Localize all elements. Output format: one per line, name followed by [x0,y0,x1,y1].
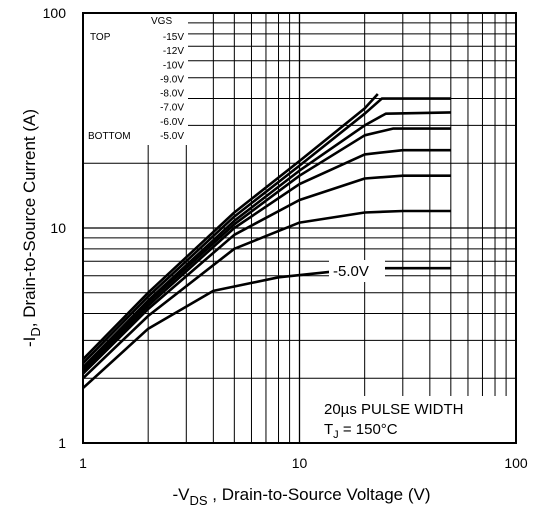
x-axis-title: -VDS , Drain-to-Source Voltage (V) [172,485,430,508]
temp-subscript: J [333,429,339,441]
temp-symbol: T [324,421,333,438]
legend: VGS TOP BOTTOM -15V -12V -10V -9.0V -8.0V -7.… [84,14,188,145]
plot-border [82,12,517,444]
conditions-box: 20µs PULSE WIDTH TJ = 150°C [319,396,515,442]
series-line [82,93,379,361]
legend-entry: -9.0V [160,74,184,85]
legend-entry: -12V [163,46,184,57]
x-title-sub: DS [189,493,207,508]
y-title-rest: , Drain-to-Source Current (A) [20,109,39,327]
legend-header: VGS [151,16,172,27]
y-title-main: -I [20,337,39,347]
curve-label-background [329,260,385,282]
conditions-pulse-width: 20µs PULSE WIDTH [324,401,464,418]
series-line [82,111,451,369]
series-layer [82,93,451,390]
legend-box [84,14,188,145]
y-tick-label: 10 [50,220,66,236]
curve-label-group: -5.0V [329,260,385,282]
curve-label: -5.0V [333,263,369,280]
conditions-temperature: TJ = 150°C [324,421,398,441]
series-line [82,209,451,380]
conditions-background [319,396,515,442]
tick-labels: 1 10 100 1 10 100 [43,5,528,471]
series-line [82,148,451,373]
legend-bottom-label: BOTTOM [88,131,131,142]
grid [83,13,516,443]
y-title-sub: D [28,327,43,336]
series-line [82,97,451,365]
legend-top-label: TOP [90,32,111,43]
y-tick-label: 1 [58,435,66,451]
y-tick-label: 100 [43,5,67,21]
series-line [82,127,451,371]
x-tick-label: 10 [292,455,308,471]
legend-entry: -8.0V [160,89,184,100]
x-title-rest: , Drain-to-Source Voltage (V) [208,485,431,504]
y-axis-title: -ID, Drain-to-Source Current (A) [20,109,43,347]
series-line [82,266,451,390]
x-title-main: -V [172,485,190,504]
legend-entry: -7.0V [160,103,184,114]
temp-value: = 150°C [339,421,398,438]
legend-entry: -5.0V [160,131,184,142]
legend-entry: -6.0V [160,117,184,128]
legend-entry: -10V [163,60,184,71]
legend-entry: -15V [163,32,184,43]
x-tick-label: 100 [504,455,528,471]
x-tick-label: 1 [79,455,87,471]
series-line [82,174,451,375]
legend-entries: -15V -12V -10V -9.0V -8.0V -7.0V -6.0V -5.0V [160,32,184,142]
